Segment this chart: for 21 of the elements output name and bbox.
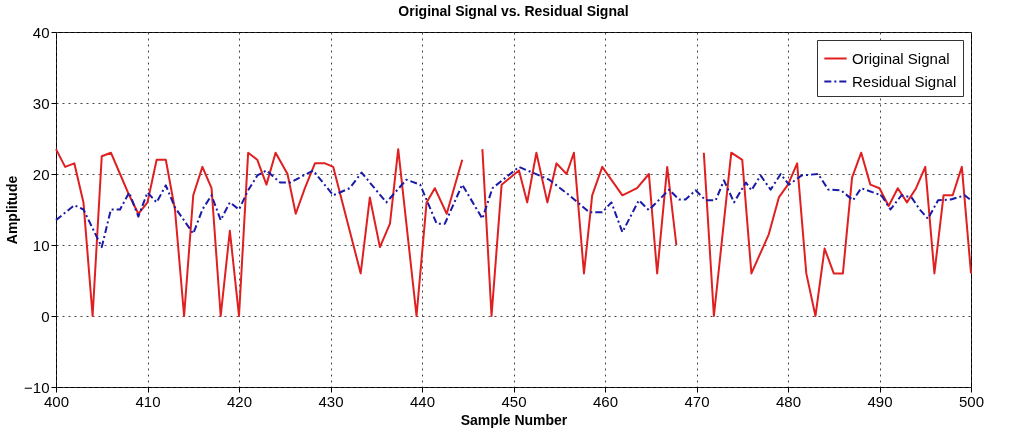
y-axis-title: Amplitude — [4, 175, 21, 245]
line-series — [55, 165, 972, 249]
legend-label: Original Signal — [852, 49, 950, 67]
x-tick-label: 470 — [684, 392, 710, 410]
x-tick-label: 460 — [592, 392, 619, 410]
x-tick-label: 450 — [501, 392, 527, 410]
x-tick-label: 490 — [867, 392, 893, 410]
y-tick-label: 20 — [32, 165, 50, 183]
legend-label: Residual Signal — [852, 72, 957, 90]
chart-title: Original Signal vs. Residual Signal — [398, 3, 629, 19]
y-tick-label: 0 — [41, 307, 50, 325]
x-tick-label: 430 — [318, 392, 344, 410]
x-tick-label: 440 — [409, 392, 436, 410]
y-tick-label: 30 — [32, 94, 50, 112]
y-tick-label: 10 — [32, 236, 50, 254]
x-tick-label: 480 — [775, 392, 802, 410]
x-tick-label: 410 — [135, 392, 161, 410]
x-axis-title: Sample Number — [460, 411, 568, 428]
x-tick-label: 500 — [958, 392, 985, 410]
y-tick-label: 40 — [32, 23, 50, 41]
x-tick-label: 420 — [226, 392, 253, 410]
